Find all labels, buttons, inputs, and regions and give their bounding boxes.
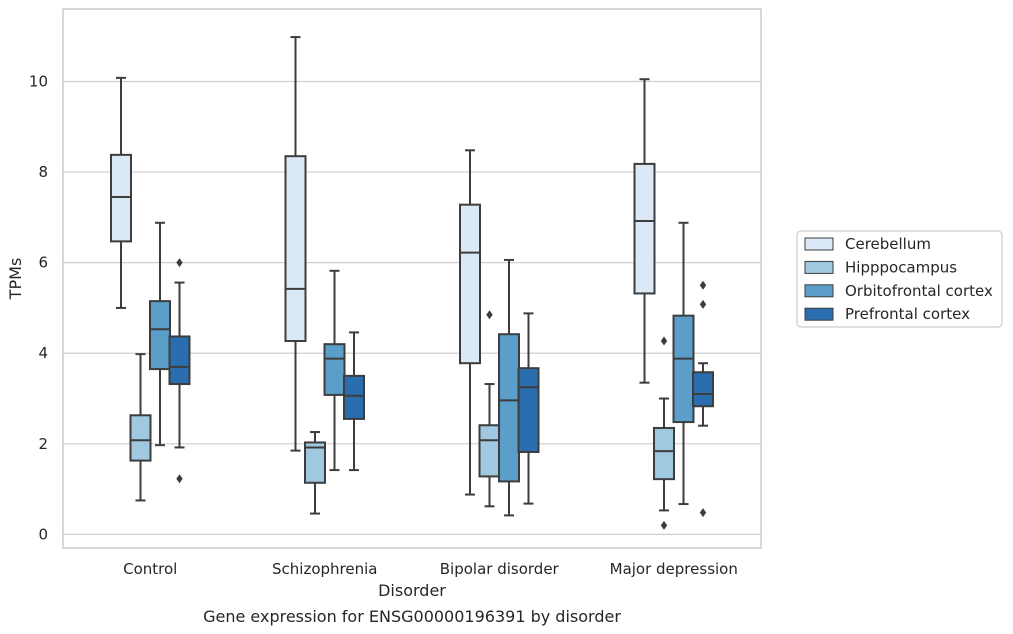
y-tick-label: 0	[38, 525, 48, 543]
box	[633, 162, 656, 295]
legend-label: Cerebellum	[845, 235, 931, 253]
legend-label: Hipppocampus	[845, 258, 957, 276]
legend-swatch	[804, 260, 834, 274]
legend-swatch	[804, 307, 834, 321]
box	[323, 343, 346, 396]
outlier-point	[486, 310, 493, 320]
plot-frame	[62, 8, 762, 549]
box-group	[284, 36, 307, 452]
outlier-point	[660, 520, 668, 530]
box	[284, 155, 307, 343]
legend-label: Orbitofrontal cortex	[845, 282, 993, 300]
box-group	[110, 76, 132, 309]
x-axis-label: Disorder	[378, 581, 446, 600]
outlier-point	[176, 474, 183, 484]
box-group	[517, 312, 540, 505]
box-group	[692, 280, 714, 518]
x-tick-label: Major depression	[610, 560, 738, 578]
outlier-point	[699, 508, 707, 518]
box	[692, 371, 714, 408]
y-tick-label: 8	[38, 163, 48, 181]
x-tick-label: Control	[123, 560, 177, 578]
box	[343, 374, 365, 420]
y-tick-label: 2	[38, 435, 48, 453]
box	[478, 424, 501, 478]
box-group	[323, 269, 346, 472]
outlier-point	[699, 299, 707, 309]
legend-label: Prefrontal cortex	[845, 305, 970, 323]
box-group	[459, 149, 481, 496]
box	[304, 441, 326, 484]
chart-title: Gene expression for ENSG00000196391 by d…	[203, 607, 621, 626]
box	[110, 153, 132, 243]
box	[498, 333, 520, 483]
x-tick-label: Bipolar disorder	[440, 560, 560, 578]
box	[517, 367, 540, 453]
box-group	[168, 258, 191, 484]
box-group	[498, 258, 520, 517]
box	[459, 203, 481, 365]
outlier-point	[660, 336, 668, 346]
box-group	[304, 431, 326, 515]
box	[672, 314, 695, 424]
x-tick-labels: Control Schizophrenia Bipolar disorder Majo…	[123, 560, 738, 578]
box-group	[653, 336, 675, 530]
legend: Cerebellum Hipppocampus Orbitofrontal cort…	[796, 230, 1003, 328]
box-series	[110, 36, 714, 530]
y-tick-label: 10	[29, 72, 48, 90]
outlier-point	[176, 258, 183, 268]
x-tick-label: Schizophrenia	[272, 560, 377, 578]
box-group	[149, 221, 171, 447]
box	[168, 335, 191, 386]
box-group	[343, 331, 365, 472]
legend-frame	[796, 230, 1003, 328]
y-tick-label: 6	[38, 254, 48, 272]
box	[129, 414, 152, 462]
y-tick-label: 4	[38, 344, 48, 362]
y-axis-label: TPMs	[6, 258, 25, 301]
box-group	[478, 310, 501, 508]
box-group	[672, 221, 695, 506]
box-group	[633, 78, 656, 384]
box	[149, 300, 171, 371]
box-group	[129, 353, 152, 502]
box	[653, 426, 675, 481]
legend-swatch	[804, 237, 834, 251]
outlier-point	[699, 280, 707, 290]
y-tick-labels: 0 2 4 6 8 10	[29, 72, 48, 543]
legend-swatch	[804, 284, 834, 298]
